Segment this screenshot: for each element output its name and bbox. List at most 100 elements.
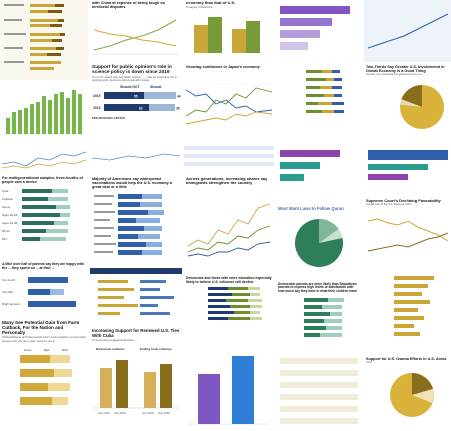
- confidence-line-chart: [185, 83, 273, 125]
- increasing-support-subtitle: % supporting engagement/restore ...: [92, 338, 138, 343]
- increasing-support-title: Increasing Support for Renewed U.S. Ties…: [92, 328, 180, 338]
- top-right-line-chart: [364, 0, 451, 62]
- bar-should-2019: [144, 92, 176, 100]
- top-left-bar-chart: [0, 0, 88, 80]
- china-line-chart: [93, 19, 178, 55]
- us-involvement-subtitle: Overall, U.S. involvement in global econ…: [366, 72, 425, 76]
- row-year: 2019: [93, 94, 101, 98]
- green-column-tile: [0, 82, 88, 142]
- blue-grid: [368, 150, 448, 180]
- public-opinion-tile: Support for public opinion's role in sci…: [90, 64, 182, 142]
- value-should-not-2019: 55: [134, 95, 138, 99]
- increasing-support-tile: Increasing Support for Renewed U.S. Ties…: [90, 328, 182, 431]
- teal-purple-chart: [280, 150, 340, 181]
- bar-should-not-2019: [104, 92, 144, 100]
- slice-bad-thing: [401, 84, 422, 107]
- col-should: Should: [150, 85, 162, 89]
- smartphone-row-label: Teens: [2, 205, 11, 209]
- increasing-support-chart: Diplomatic relations Ending trade embarg…: [92, 347, 180, 415]
- smartphone-row-label: Ages 18-29: [2, 213, 18, 217]
- dual-bar-chart: [90, 268, 182, 315]
- many-see-legend: Bad: [44, 348, 50, 352]
- yellow-bars-chart: [394, 276, 434, 336]
- value-should-not-2024: 62: [139, 107, 143, 111]
- measles-tile: Majority of Americans say widespread vac…: [90, 176, 182, 266]
- across-gens-tile: Across generations, increasing shares sa…: [184, 176, 274, 274]
- public-opinion-chart: Should NOT Should 2019 2024 55 62 44 36 …: [92, 85, 181, 120]
- democrats-trust-tile: Democrats and those with more education …: [184, 276, 274, 332]
- col-label: July 2015: [158, 411, 170, 415]
- many-see-chart: Good Bad Both: [20, 348, 72, 406]
- democrats-trust-bars: [208, 287, 262, 321]
- smartphone-row-label: 50-64: [2, 229, 10, 233]
- multi-bar-tile: [276, 64, 362, 142]
- us-involvement-pie: [400, 84, 444, 129]
- support-us-pie: [390, 372, 434, 417]
- supreme-court-tile: Supreme Court's Declining Favorability O…: [364, 198, 451, 268]
- across-gens-chart: [187, 203, 271, 257]
- democrats-trust-title: Democrats and those with more education …: [186, 276, 272, 284]
- smartphone-row-label: Ages 30-49: [2, 221, 18, 225]
- value-should-2019: 44: [177, 95, 181, 99]
- support-us-subtitle: Total: [366, 360, 372, 364]
- smartphone-row-label: Children: [2, 197, 14, 201]
- support-us-tile: Support for U.S. Osama Efforts in U.S. A…: [364, 356, 451, 431]
- purple-bars-tile: [276, 0, 362, 62]
- democratic-parents-bars: [304, 298, 344, 338]
- quran-slice-not: [319, 229, 343, 244]
- economy-title: economy than that of U.S.: [186, 0, 236, 5]
- thin-line-chart: [91, 153, 181, 161]
- across-gens-title: Across generations, increasing shares sa…: [186, 176, 268, 186]
- us-involvement-tile: Two-Thirds Say Greater U.S. Involvement …: [364, 64, 451, 144]
- bottom-column-chart: [188, 356, 270, 425]
- half-parents-row-label: Too much: [2, 278, 15, 282]
- us-involvement-title: Two-Thirds Say Greater U.S. Involvement …: [366, 65, 445, 73]
- col-label: Jan 2015: [142, 411, 154, 415]
- bottom-column-tile: [184, 334, 274, 431]
- half-parents-tile: A little over half of parents say they a…: [0, 262, 88, 318]
- top-right-line-tile: [364, 0, 451, 62]
- smartphone-row-label: Total: [2, 189, 9, 193]
- many-see-title: Many See Potential Gain from Farm Cutbac…: [2, 320, 80, 335]
- col-should-not: Should NOT: [120, 85, 141, 89]
- half-parents-bars: Too much Too little Right amount: [2, 277, 76, 308]
- supreme-court-subtitle: Overall view of the U.S. Supreme Court: [366, 203, 412, 207]
- support-us-title: Support for U.S. Osama Efforts in U.S. A…: [366, 357, 447, 361]
- purple-bars-chart: [280, 6, 350, 50]
- multi-bar-chart: [306, 70, 344, 113]
- green-column-chart: [4, 90, 84, 135]
- bar-should-not-2024: [104, 104, 149, 112]
- quran-title: Most Want Laws to Follow Quran: [278, 206, 344, 211]
- democratic-parents-title: Democratic parents are more likely than …: [278, 282, 357, 293]
- measles-title: Majority of Americans say widespread vac…: [92, 177, 172, 189]
- group-label: Ending trade embargo: [140, 347, 172, 351]
- economy-tile: economy than that of U.S. % saying it sh…: [184, 0, 274, 62]
- yellow-bars-tile: [364, 270, 451, 354]
- col-label: Jan 2015: [98, 411, 110, 415]
- many-see-tile: Many See Potential Gain from Farm Cutbac…: [0, 320, 88, 431]
- blue-table-tile: [184, 144, 274, 174]
- map-tile: [0, 144, 88, 174]
- quran-slice-values: [319, 219, 339, 244]
- many-see-legend: Both: [62, 348, 69, 352]
- supreme-court-title: Supreme Court's Declining Favorability: [366, 198, 441, 203]
- public-opinion-title: Support for public opinion's role in sci…: [92, 65, 172, 76]
- blue-grid-tile: [364, 146, 451, 196]
- economy-chart: [194, 17, 260, 54]
- blue-table: [184, 146, 274, 166]
- many-see-subtitle: If Republicans and Democrats don't work …: [2, 335, 86, 343]
- group-label: Diplomatic relations: [96, 347, 125, 351]
- china-title: with China at expense of being tough on …: [92, 1, 165, 9]
- many-see-legend: Good: [24, 348, 32, 352]
- half-parents-row-label: Too little: [2, 290, 13, 294]
- public-opinion-subtitle: % of U.S. adults who say public opinion …: [92, 75, 178, 83]
- line-strip-chart: [1, 151, 87, 169]
- dual-bar-tile: [90, 268, 182, 326]
- democratic-parents-tile: Democratic parents are more likely than …: [276, 282, 362, 352]
- smartphone-title: For multigenerational samples, three-fou…: [2, 176, 83, 184]
- row-year: 2024: [93, 106, 101, 110]
- half-parents-title: A little over half of parents say they a…: [2, 262, 84, 270]
- slice-dk: [400, 99, 422, 107]
- smartphone-row-label: 65+: [2, 237, 7, 241]
